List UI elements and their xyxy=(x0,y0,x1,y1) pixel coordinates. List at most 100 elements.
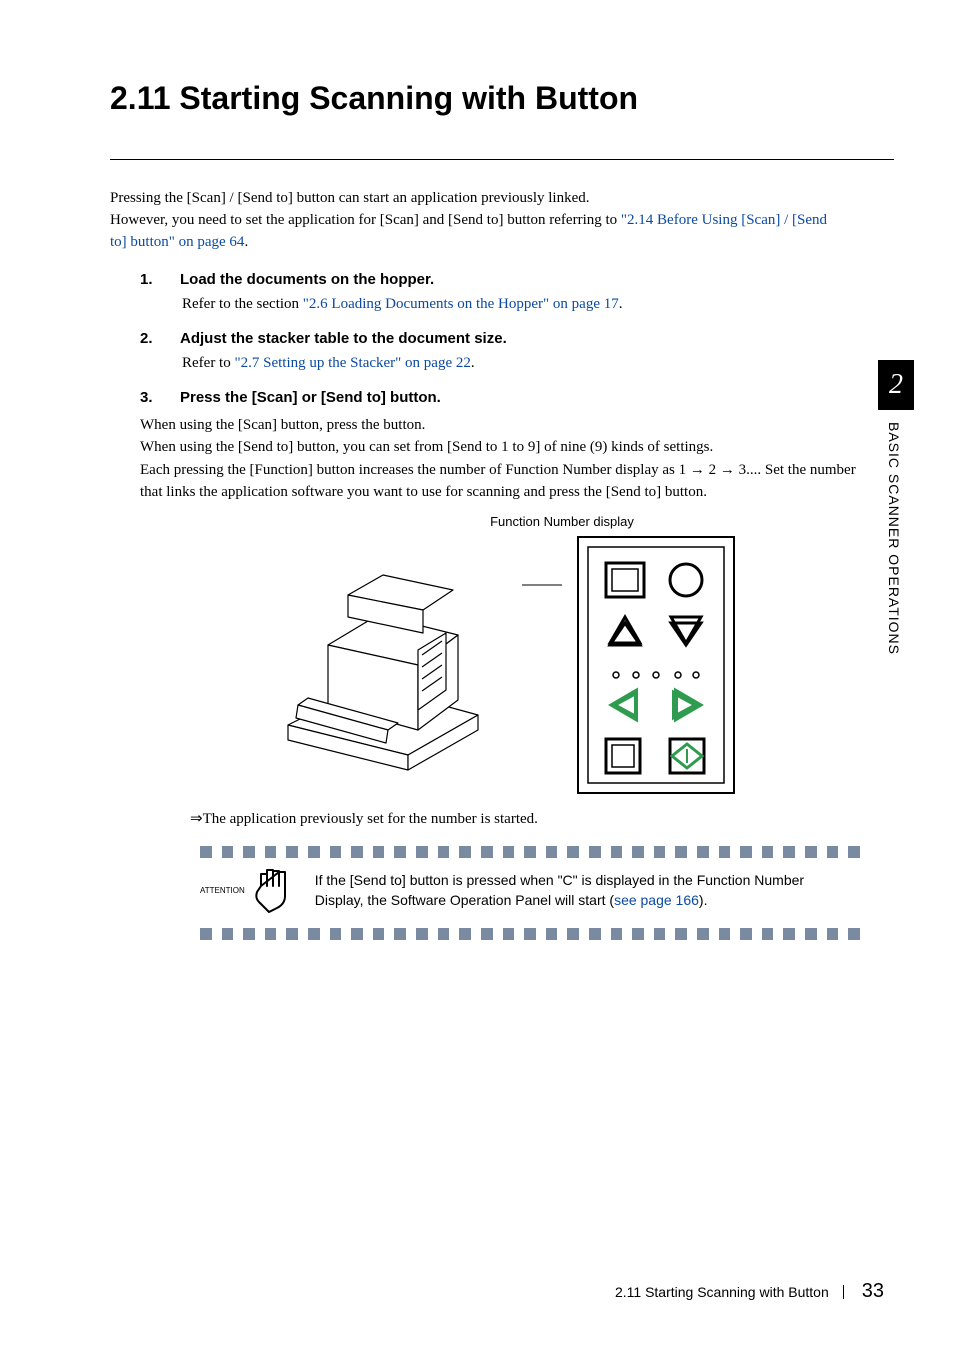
dash-square xyxy=(546,846,558,858)
step-2-head: 2. Adjust the stacker table to the docum… xyxy=(140,330,840,347)
dash-square xyxy=(589,846,601,858)
scanner-illustration xyxy=(268,555,508,775)
attention-hand-icon xyxy=(253,868,299,914)
step-3-body: When using the [Scan] button, press the … xyxy=(140,414,870,504)
step-2-body: Refer to "2.7 Setting up the Stacker" on… xyxy=(182,353,840,375)
dash-square xyxy=(611,846,623,858)
dash-square xyxy=(675,846,687,858)
dash-square xyxy=(848,846,860,858)
intro-line1: Pressing the [Scan] / [Send to] button c… xyxy=(110,190,589,206)
dash-square xyxy=(265,928,277,940)
attention-crossref-link[interactable]: see page 166 xyxy=(614,892,699,908)
attention-text-post: ). xyxy=(699,892,708,908)
dash-square xyxy=(567,928,579,940)
chapter-side-tab: 2 BASIC SCANNER OPERATIONS xyxy=(878,360,914,700)
page-footer: 2.11 Starting Scanning with Button 33 xyxy=(615,1280,884,1303)
dash-square xyxy=(805,846,817,858)
dash-square xyxy=(308,928,320,940)
result-text: ⇒The application previously set for the … xyxy=(190,809,894,828)
callout-line xyxy=(522,555,562,775)
attention-label: ATTENTION xyxy=(200,886,245,895)
dash-square xyxy=(740,846,752,858)
dash-square xyxy=(286,928,298,940)
dash-square xyxy=(827,846,839,858)
dash-square xyxy=(351,928,363,940)
dash-square xyxy=(719,928,731,940)
step-1-title: Load the documents on the hopper. xyxy=(180,271,434,288)
dashed-border-top xyxy=(200,846,860,858)
step-3-para1: When using the [Scan] button, press the … xyxy=(140,414,870,437)
dash-square xyxy=(394,928,406,940)
dash-square xyxy=(567,846,579,858)
step-2: 2. Adjust the stacker table to the docum… xyxy=(140,330,840,375)
page-root: 2.11 Starting Scanning with Button Press… xyxy=(0,0,954,1351)
intro-line2-post: . xyxy=(244,234,248,250)
dashed-border-bottom xyxy=(200,928,860,940)
dash-square xyxy=(503,846,515,858)
step-2-body-pre: Refer to xyxy=(182,355,234,371)
dash-square xyxy=(438,928,450,940)
dash-square xyxy=(222,846,234,858)
step-1-head: 1. Load the documents on the hopper. xyxy=(140,271,840,288)
intro-paragraph: Pressing the [Scan] / [Send to] button c… xyxy=(110,188,840,253)
heading-rule xyxy=(110,159,894,160)
step-1-body: Refer to the section "2.6 Loading Docume… xyxy=(182,294,840,316)
dash-square xyxy=(848,928,860,940)
control-panel-illustration xyxy=(576,535,736,795)
attention-inner: ATTENTION If the [Send to] button is pre… xyxy=(200,858,860,928)
step-1-body-post: . xyxy=(619,296,623,312)
step-1-crossref-link[interactable]: "2.6 Loading Documents on the Hopper" on… xyxy=(303,296,619,312)
figure-row xyxy=(110,535,894,795)
dash-square xyxy=(243,846,255,858)
dash-square xyxy=(719,846,731,858)
dash-square xyxy=(524,928,536,940)
dash-square xyxy=(827,928,839,940)
dash-square xyxy=(330,928,342,940)
step-3: 3. Press the [Scan] or [Send to] button. xyxy=(140,389,840,406)
dash-square xyxy=(394,846,406,858)
dash-square xyxy=(783,928,795,940)
footer-section-title: 2.11 Starting Scanning with Button xyxy=(615,1285,844,1299)
step-2-crossref-link[interactable]: "2.7 Setting up the Stacker" on page 22 xyxy=(234,355,470,371)
dash-square xyxy=(373,928,385,940)
dash-square xyxy=(740,928,752,940)
dash-square xyxy=(762,928,774,940)
step-3-number: 3. xyxy=(140,389,158,406)
chapter-side-label: BASIC SCANNER OPERATIONS xyxy=(878,422,902,655)
step-2-number: 2. xyxy=(140,330,158,347)
step-2-title: Adjust the stacker table to the document… xyxy=(180,330,507,347)
dash-square xyxy=(524,846,536,858)
dash-square xyxy=(243,928,255,940)
dash-square xyxy=(654,846,666,858)
dash-square xyxy=(416,846,428,858)
dash-square xyxy=(783,846,795,858)
dash-square xyxy=(330,846,342,858)
attention-box: ATTENTION If the [Send to] button is pre… xyxy=(200,846,860,940)
step-3-title: Press the [Scan] or [Send to] button. xyxy=(180,389,441,406)
dash-square xyxy=(762,846,774,858)
dash-square xyxy=(546,928,558,940)
dash-square xyxy=(654,928,666,940)
dash-square xyxy=(675,928,687,940)
dash-square xyxy=(438,846,450,858)
chapter-number-badge: 2 xyxy=(878,360,914,410)
dash-square xyxy=(632,928,644,940)
dash-square xyxy=(805,928,817,940)
dash-square xyxy=(286,846,298,858)
dash-square xyxy=(503,928,515,940)
step-3-para3: Each pressing the [Function] button incr… xyxy=(140,459,870,504)
dash-square xyxy=(459,846,471,858)
step-3-head: 3. Press the [Scan] or [Send to] button. xyxy=(140,389,840,406)
dash-square xyxy=(222,928,234,940)
step-1: 1. Load the documents on the hopper. Ref… xyxy=(140,271,840,316)
dash-square xyxy=(589,928,601,940)
dash-square xyxy=(611,928,623,940)
step-3-para2: When using the [Send to] button, you can… xyxy=(140,436,870,459)
step-2-body-post: . xyxy=(471,355,475,371)
dash-square xyxy=(373,846,385,858)
dash-square xyxy=(459,928,471,940)
figure-caption: Function Number display xyxy=(230,514,894,529)
attention-text-pre: If the [Send to] button is pressed when … xyxy=(315,872,804,908)
section-heading: 2.11 Starting Scanning with Button xyxy=(110,80,894,117)
dash-square xyxy=(308,846,320,858)
